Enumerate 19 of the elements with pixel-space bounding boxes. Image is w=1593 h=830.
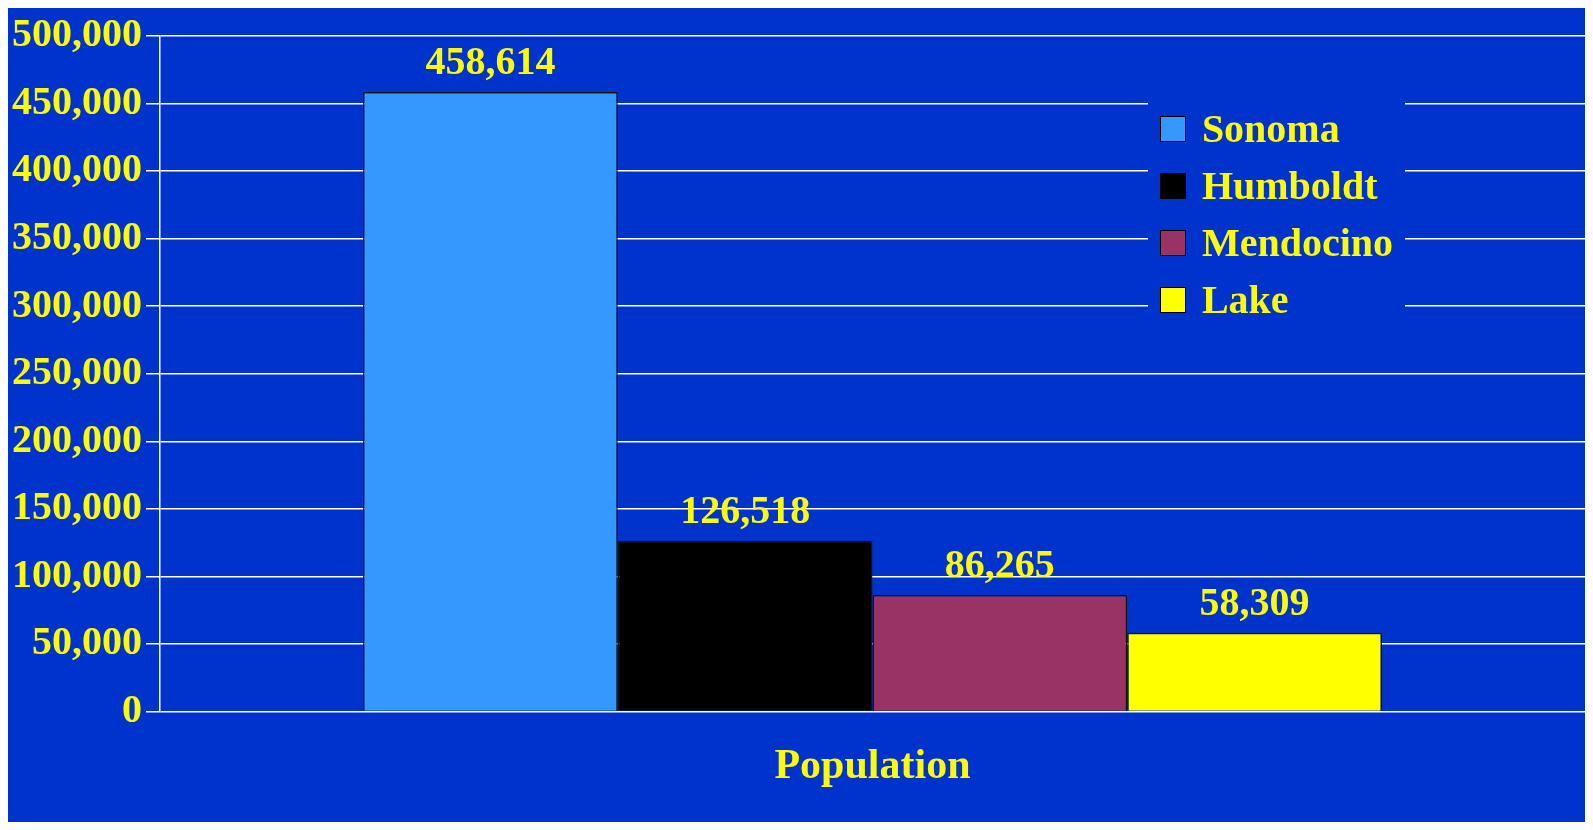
data-label: 58,309	[1199, 579, 1310, 625]
y-tick-label: 350,000	[12, 213, 142, 259]
x-tick-label: Population	[774, 740, 971, 787]
y-tick-label: 150,000	[12, 483, 142, 529]
data-label: 86,265	[944, 541, 1055, 587]
y-tick-label: 400,000	[12, 145, 142, 191]
y-tick-label: 0	[122, 685, 142, 731]
y-tick-label: 450,000	[12, 77, 142, 123]
legend-label: Lake	[1201, 276, 1289, 323]
y-tick-label: 500,000	[12, 10, 142, 56]
data-label: 458,614	[425, 38, 556, 84]
legend-label: Mendocino	[1201, 219, 1393, 266]
legend-label: Humboldt	[1201, 162, 1378, 209]
y-tick-label: 200,000	[12, 415, 142, 461]
y-tick-label: 100,000	[12, 550, 142, 596]
y-tick-label: 250,000	[12, 348, 142, 394]
y-tick-label: 300,000	[12, 280, 142, 326]
y-tick-label: 50,000	[32, 618, 142, 664]
legend-label: Sonoma	[1201, 105, 1340, 152]
